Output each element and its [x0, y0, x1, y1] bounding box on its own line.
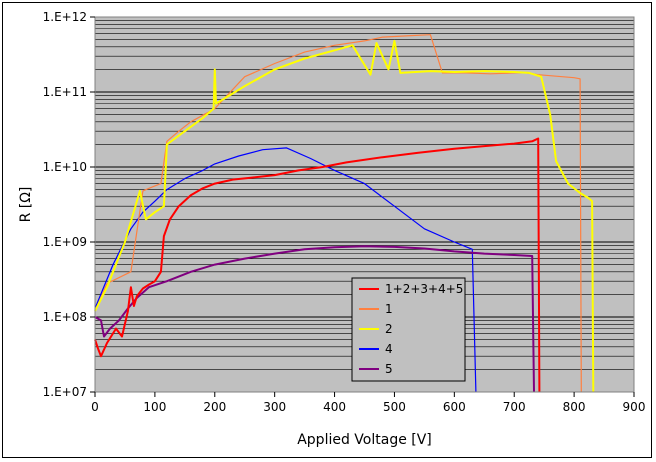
y-axis-ticks: 1.E+07 1.E+08 1.E+09 1.E+10 1.E+11 1.E+12	[43, 10, 95, 399]
series-layer	[94, 34, 595, 393]
x-tick-label: 300	[263, 400, 286, 414]
legend-label-1: 1	[385, 302, 393, 316]
x-tick-label: 700	[503, 400, 526, 414]
y-tick-label: 1.E+12	[43, 10, 87, 24]
series-line-0	[94, 137, 541, 393]
y-axis-title: R [Ω]	[18, 187, 34, 223]
legend-label-2: 2	[385, 322, 393, 336]
series-line-2	[94, 39, 595, 393]
x-tick-label: 800	[563, 400, 586, 414]
legend-label-4: 5	[385, 362, 393, 376]
plot-border	[94, 16, 635, 393]
y-tick-label: 1.E+07	[43, 385, 87, 399]
y-tick-label: 1.E+10	[43, 160, 87, 174]
x-tick-label: 400	[323, 400, 346, 414]
x-tick-label: 900	[623, 400, 646, 414]
y-tick-label: 1.E+09	[43, 235, 87, 249]
legend-label-3: 4	[385, 342, 393, 356]
x-tick-label: 100	[143, 400, 166, 414]
x-tick-label: 0	[91, 400, 99, 414]
legend: 1+2+3+4+5 1 2 4 5	[351, 277, 466, 382]
x-tick-label: 200	[203, 400, 226, 414]
y-tick-label: 1.E+08	[43, 310, 87, 324]
series-line-4	[94, 245, 535, 393]
series-line-1	[94, 34, 582, 393]
x-tick-label: 500	[383, 400, 406, 414]
legend-label-0: 1+2+3+4+5	[385, 282, 463, 296]
x-tick-label: 600	[443, 400, 466, 414]
x-axis-ticks: 0 100 200 300 400 500 600 700 800 900	[91, 392, 645, 414]
x-axis-title: Applied Voltage [V]	[297, 432, 432, 448]
y-tick-label: 1.E+11	[43, 85, 87, 99]
